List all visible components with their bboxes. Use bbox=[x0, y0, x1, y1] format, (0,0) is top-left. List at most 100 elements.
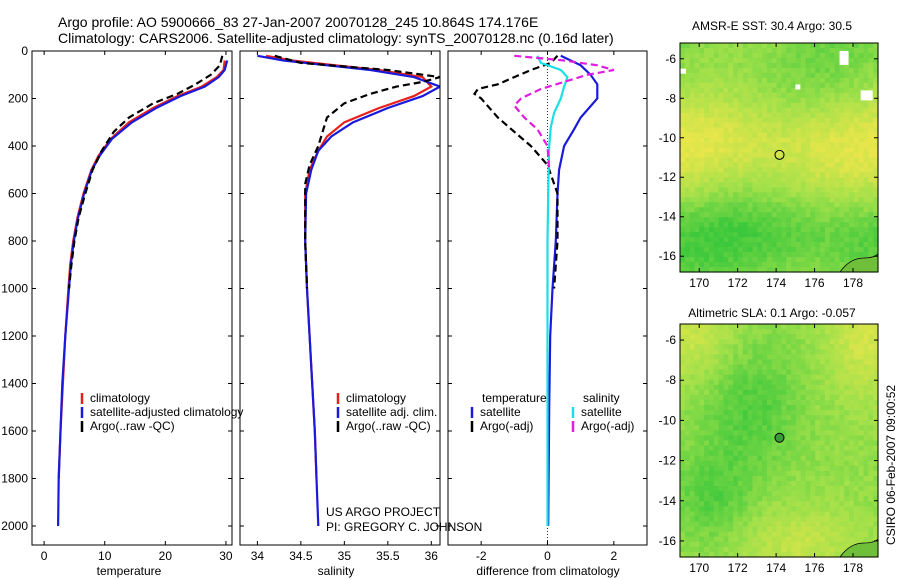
map-cell bbox=[723, 212, 729, 218]
map-cell bbox=[762, 117, 768, 124]
map-cell bbox=[771, 107, 778, 114]
map-cell bbox=[805, 77, 811, 84]
map-cell bbox=[829, 399, 836, 406]
map-cell bbox=[718, 551, 725, 558]
map-cell bbox=[810, 470, 816, 477]
map-cell bbox=[704, 364, 710, 371]
map-cell bbox=[694, 142, 700, 149]
map-cell bbox=[791, 440, 797, 447]
map-cell bbox=[844, 521, 850, 528]
map-cell bbox=[708, 460, 715, 467]
map-cell bbox=[766, 486, 773, 492]
map-cell bbox=[733, 62, 739, 69]
map-cell bbox=[713, 102, 720, 109]
map-cell bbox=[839, 445, 845, 452]
map-cell bbox=[733, 137, 739, 144]
map-cell bbox=[757, 252, 763, 258]
map-cell bbox=[795, 182, 802, 188]
map-cell bbox=[766, 72, 773, 79]
map-cell bbox=[708, 82, 715, 89]
map-cell bbox=[728, 354, 734, 361]
map-cell bbox=[858, 475, 865, 482]
map-cell bbox=[704, 222, 710, 228]
map-cell bbox=[815, 262, 821, 268]
map-cell bbox=[684, 379, 691, 386]
map-x-tick-label: 178 bbox=[843, 561, 863, 575]
map-cell bbox=[824, 455, 831, 462]
map-cell bbox=[791, 227, 797, 233]
map-cell bbox=[684, 394, 691, 401]
map-cell bbox=[781, 364, 787, 371]
map-cell bbox=[718, 92, 725, 99]
map-cell bbox=[868, 410, 874, 416]
map-cell bbox=[781, 405, 787, 411]
map-cell bbox=[737, 187, 744, 193]
map-cell bbox=[742, 52, 749, 59]
map-cell bbox=[839, 187, 845, 193]
map-cell bbox=[776, 425, 783, 431]
map-cell bbox=[805, 501, 811, 507]
map-cell bbox=[786, 394, 792, 401]
map-cell bbox=[868, 445, 874, 452]
map-cell bbox=[684, 491, 691, 497]
series-group bbox=[257, 54, 440, 527]
map-cell bbox=[786, 379, 792, 386]
map-cell bbox=[694, 252, 700, 258]
map-y-tick-label: -8 bbox=[665, 91, 676, 105]
map-cell bbox=[733, 117, 739, 124]
map-cell bbox=[829, 62, 836, 69]
map-cell bbox=[699, 430, 705, 437]
map-cell bbox=[699, 207, 705, 213]
map-cell bbox=[694, 52, 700, 59]
map-cell bbox=[704, 526, 710, 533]
map-cell bbox=[733, 516, 739, 523]
map-cell bbox=[863, 516, 869, 523]
map-cell bbox=[708, 526, 715, 533]
map-cell bbox=[762, 374, 768, 381]
map-cell bbox=[762, 329, 768, 335]
map-cell bbox=[713, 460, 720, 467]
map-cell bbox=[747, 354, 754, 361]
map-cell bbox=[694, 430, 700, 437]
map-cell bbox=[723, 77, 729, 84]
map-cell bbox=[684, 329, 691, 335]
map-cell bbox=[786, 137, 792, 144]
map-cell bbox=[689, 455, 696, 462]
map-cell bbox=[839, 157, 845, 164]
map-cell bbox=[713, 187, 720, 193]
map-cell bbox=[820, 369, 826, 376]
map-cell bbox=[762, 541, 768, 548]
map-cell bbox=[694, 267, 700, 273]
map-cell bbox=[829, 389, 836, 396]
map-cell bbox=[820, 364, 826, 371]
map-cell bbox=[805, 177, 811, 183]
map-cell bbox=[708, 389, 715, 396]
map-cell bbox=[853, 207, 860, 213]
map-cell bbox=[829, 364, 836, 371]
map-cell bbox=[762, 222, 768, 228]
map-cell bbox=[747, 152, 754, 159]
map-cell bbox=[708, 415, 715, 421]
y-tick-label: 200 bbox=[8, 92, 28, 106]
map-cell bbox=[858, 526, 865, 533]
map-cell bbox=[708, 147, 715, 154]
map-cell bbox=[839, 440, 845, 447]
map-cell bbox=[849, 541, 855, 548]
map-cell bbox=[849, 354, 855, 361]
map-cell bbox=[694, 72, 700, 79]
map-cell bbox=[839, 102, 845, 109]
map-cell bbox=[781, 415, 787, 421]
map-cell bbox=[762, 122, 768, 129]
map-cell bbox=[781, 349, 787, 355]
map-cell bbox=[858, 334, 865, 340]
map-cell bbox=[689, 252, 696, 258]
map-x-tick-label: 170 bbox=[689, 561, 709, 575]
map-cell bbox=[868, 57, 874, 64]
map-cell bbox=[800, 354, 807, 361]
map-cell bbox=[805, 384, 811, 391]
x-tick-label: 36 bbox=[425, 549, 439, 563]
map-cell bbox=[680, 374, 686, 381]
map-cell bbox=[728, 430, 734, 437]
map-cell bbox=[815, 137, 821, 144]
map-cell bbox=[795, 167, 802, 174]
